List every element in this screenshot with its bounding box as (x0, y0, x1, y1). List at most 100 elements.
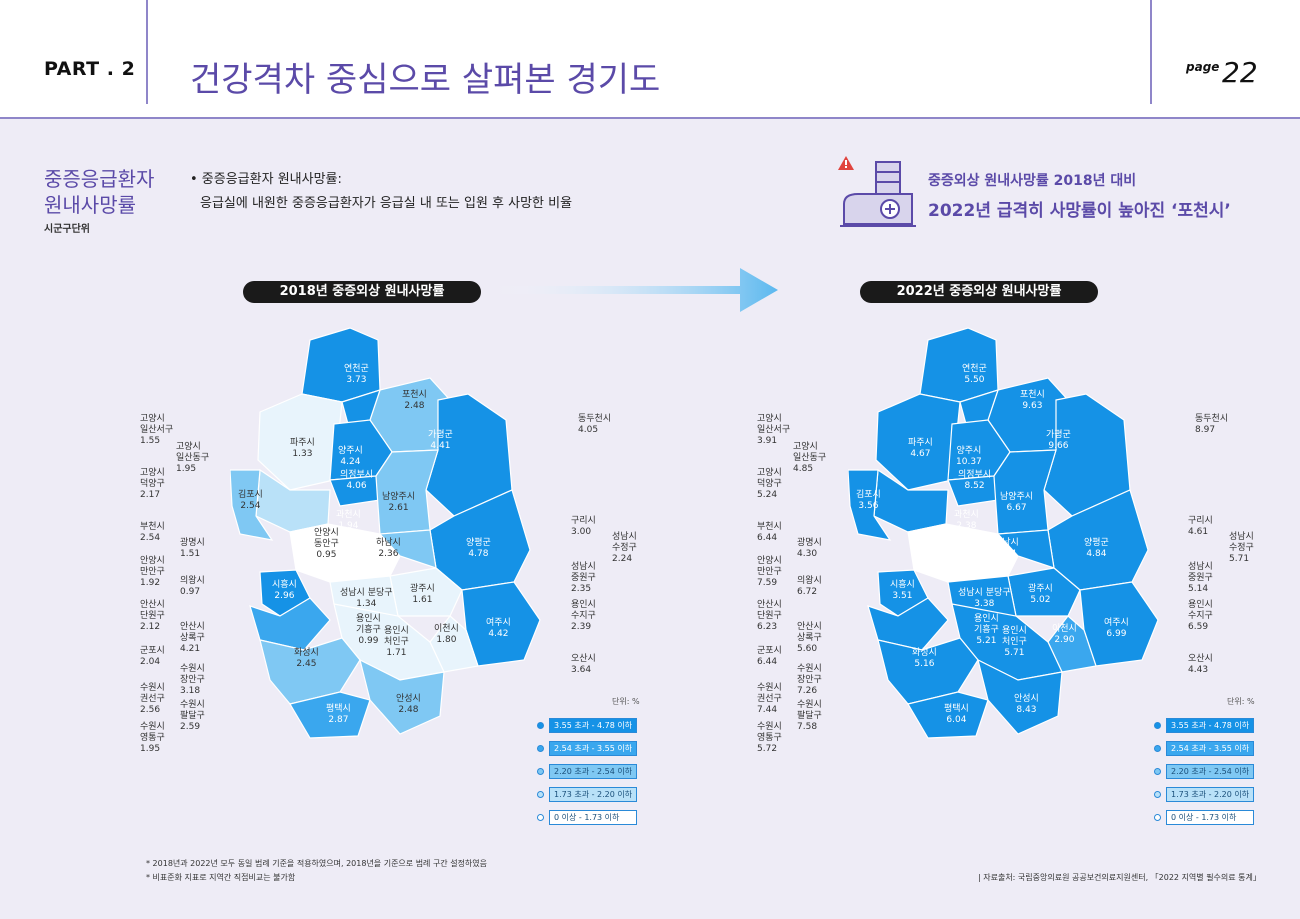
map2018-outer-label-left: 의왕시 0.97 (180, 576, 205, 597)
legend-swatch (1154, 791, 1161, 798)
legend-label: 3.55 초과 - 4.78 이하 (1166, 718, 1254, 733)
map2018-region-label: 이천시 1.80 (434, 624, 459, 645)
map2018-outer-label-right: 성남시 수정구 2.24 (612, 532, 637, 564)
map2022-region-label: 안양시 동안구 6.28 (932, 528, 957, 560)
part-label: PART . 2 (44, 58, 136, 80)
map2018-region-label: 의정부시 4.06 (340, 470, 374, 491)
map2022-outer-label-left: 광명시 4.30 (797, 538, 822, 559)
map2022-region-label: 김포시 3.56 (856, 490, 881, 511)
legend-swatch (1154, 745, 1161, 752)
map2022-outer-label-left: 안산시 상록구 5.60 (797, 622, 822, 654)
map2022-region-label: 용인시 처인구 5.71 (1002, 626, 1027, 658)
map2018-outer-label-left: 수원시 장안구 3.18 (180, 664, 205, 696)
footnote-1: * 2018년과 2022년 모두 동일 범례 기준을 적용하였으며, 2018… (146, 859, 488, 868)
map2018-outer-label-left: 안양시 만안구 1.92 (140, 556, 165, 588)
map2018-region-label: 파주시 1.33 (290, 438, 315, 459)
legend-label: 2.54 초과 - 3.55 이하 (549, 741, 637, 756)
region-anseong (977, 658, 1063, 735)
legend-item: 0 이상 - 1.73 이하 (537, 810, 637, 827)
map2018-region-label: 양주시 4.24 (338, 446, 363, 467)
map2018-outer-label-left: 수원시 팔달구 2.59 (180, 700, 205, 732)
highlight-line2: 2022년 급격히 사망률이 높아진 ‘포천시’ (928, 201, 1231, 221)
map2018-outer-label-left: 안산시 상록구 4.21 (180, 622, 205, 654)
region-pyeongtaek (907, 691, 989, 739)
map2018-region-label: 용인시 처인구 1.71 (384, 626, 409, 658)
map2018-outer-label-right: 성남시 중원구 2.35 (571, 562, 596, 594)
map2018-outer-label-left: 광명시 1.51 (180, 538, 205, 559)
legend-item: 2.54 초과 - 3.55 이하 (537, 741, 637, 758)
legend-swatch (1154, 814, 1161, 821)
map2022-region-label: 광주시 5.02 (1028, 584, 1053, 605)
page-title: 건강격차 중심으로 살펴본 경기도 (190, 60, 661, 100)
legend-2018: 3.55 초과 - 4.78 이하 2.54 초과 - 3.55 이하 2.20 초… (537, 718, 639, 834)
comparison-arrow-icon (490, 268, 778, 312)
map2018-outer-label-right: 용인시 수지구 2.39 (571, 600, 596, 632)
legend-item: 2.20 초과 - 2.54 이하 (1154, 764, 1254, 781)
definition-text: 응급실에 내원한 중증응급환자가 응급실 내 또는 입원 후 사망한 비율 (200, 196, 573, 211)
legend-item: 1.73 초과 - 2.20 이하 (537, 787, 637, 804)
legend-label: 0 이상 - 1.73 이하 (1166, 810, 1254, 825)
map2022-region-label: 시흥시 3.51 (890, 580, 915, 601)
map2018-region-label: 연천군 3.73 (344, 364, 369, 385)
map2018-region-label: 여주시 4.42 (486, 618, 511, 639)
map2022-region-label: 양평군 4.84 (1084, 538, 1109, 559)
legend-label: 1.73 초과 - 2.20 이하 (549, 787, 637, 802)
legend-label: 0 이상 - 1.73 이하 (549, 810, 637, 825)
region-hwaseong (259, 637, 361, 705)
map2022-region-label: 하남시 3.94 (994, 538, 1019, 559)
map2022-outer-label-left: 수원시 장안구 7.26 (797, 664, 822, 696)
map2022-region-label: 여주시 6.99 (1104, 618, 1129, 639)
map2018-region-label: 가평군 4.41 (428, 430, 453, 451)
map2018-outer-label-left: 안산시 단원구 2.12 (140, 600, 165, 632)
map2018-outer-label-left: 고양시 덕양구 2.17 (140, 468, 165, 500)
legend-swatch (537, 791, 544, 798)
map2018-region-label: 안양시 동안구 0.95 (314, 528, 339, 560)
header-divider-right (1150, 0, 1152, 104)
legend-swatch (537, 768, 544, 775)
map2022-shape (848, 327, 1159, 739)
region-anseong (359, 658, 445, 735)
map2022-unit: 단위: % (1227, 697, 1255, 706)
map2018-region-label: 시흥시 2.96 (272, 580, 297, 601)
map2018-outer-label-right: 구리시 3.00 (571, 516, 596, 537)
map2018-region-label: 용인시 기흥구 0.99 (356, 614, 381, 646)
section-title-line1: 중증응급환자 (44, 167, 155, 191)
highlight-line1: 중증외상 원내사망률 2018년 대비 (928, 173, 1137, 189)
legend-label: 2.54 초과 - 3.55 이하 (1166, 741, 1254, 756)
map2022-region-label: 연천군 5.50 (962, 364, 987, 385)
map2018-outer-label-left: 군포시 2.04 (140, 646, 165, 667)
section-title: 중증응급환자 원내사망률 (44, 166, 154, 218)
map2018-region-label: 남양주시 2.61 (382, 492, 416, 513)
legend-item: 2.54 초과 - 3.55 이하 (1154, 741, 1254, 758)
map2022-outer-label-right: 구리시 4.61 (1188, 516, 1213, 537)
map2022-outer-label-right: 동두천시 8.97 (1195, 414, 1229, 435)
map2022-outer-label-right: 성남시 중원구 5.14 (1188, 562, 1213, 594)
map2018-region-label: 성남시 분당구 1.34 (340, 588, 393, 609)
map2018-outer-label-left: 고양시 일산동구 1.95 (176, 442, 210, 474)
legend-label: 2.20 초과 - 2.54 이하 (549, 764, 637, 779)
source-note: | 자료출처: 국립중앙의료원 공공보건의료지원센터, 「2022 지역별 필수… (978, 873, 1261, 882)
map2022-outer-label-right: 용인시 수지구 6.59 (1188, 600, 1213, 632)
map2018-outer-label-right: 오산시 3.64 (571, 654, 596, 675)
map2018-title: 2018년 중증외상 원내사망률 (243, 281, 481, 303)
map2022-region-label: 의정부시 8.52 (958, 470, 992, 491)
legend-item: 3.55 초과 - 4.78 이하 (537, 718, 637, 735)
map2018-region-label: 평택시 2.87 (326, 704, 351, 725)
footnote-2: * 비표준화 지표로 지역간 직접비교는 불가함 (146, 873, 296, 882)
legend-swatch (1154, 768, 1161, 775)
region-icheon (1047, 615, 1097, 673)
map2022-region-label: 화성시 5.16 (912, 648, 937, 669)
region-namyangju (993, 449, 1057, 535)
map2022-outer-label-left: 고양시 일산서구 3.91 (757, 414, 791, 446)
section-subtitle: 시군구단위 (44, 224, 90, 235)
legend-item: 3.55 초과 - 4.78 이하 (1154, 718, 1254, 735)
map2022-outer-label-left: 안양시 만안구 7.59 (757, 556, 782, 588)
page-number: 22 (1222, 56, 1258, 89)
region-namyangju (375, 449, 439, 535)
map2022-outer-label-right: 성남시 수정구 5.71 (1229, 532, 1254, 564)
region-seoul-hole (907, 523, 1019, 583)
warning-hospital-icon (838, 156, 916, 227)
map2018-unit: 단위: % (612, 697, 640, 706)
map2022-region-label: 남양주시 6.67 (1000, 492, 1034, 513)
map2022-region-label: 이천시 2.90 (1052, 624, 1077, 645)
